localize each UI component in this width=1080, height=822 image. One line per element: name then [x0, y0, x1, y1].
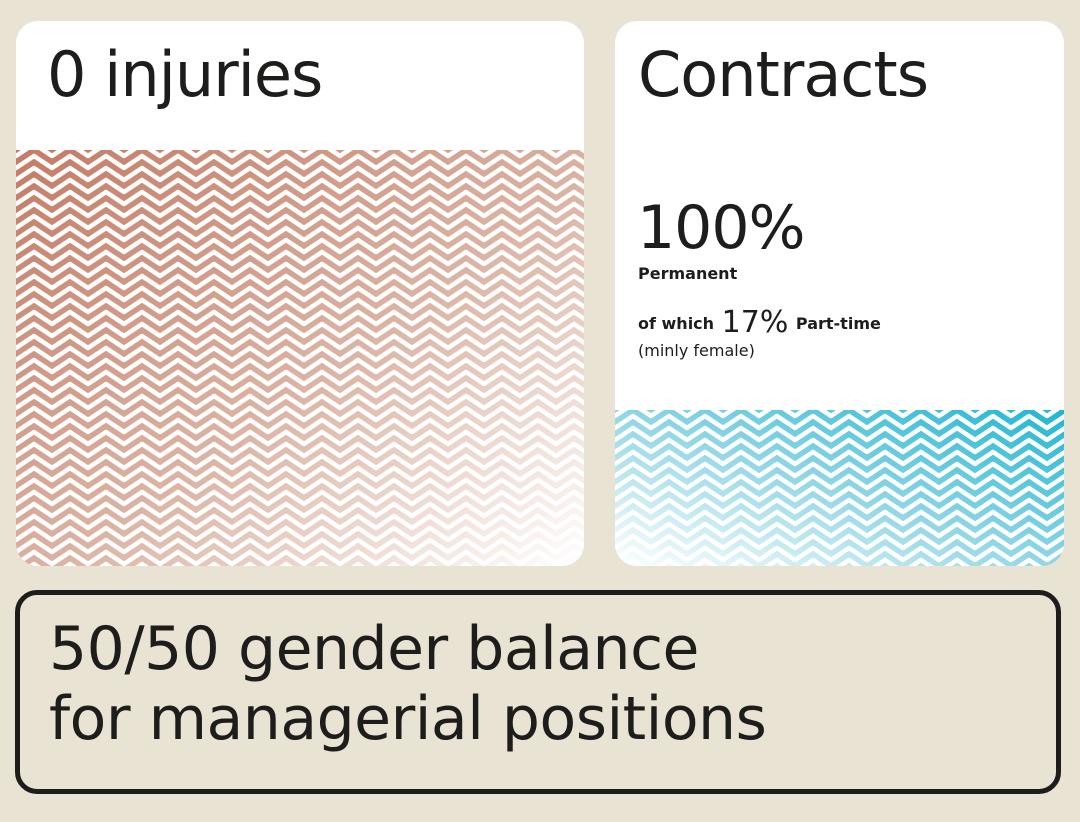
- parttime-note: (minly female): [638, 341, 755, 360]
- injuries-card: 0 injuries: [16, 21, 584, 566]
- contracts-title: Contracts: [638, 38, 929, 111]
- injuries-title: 0 injuries: [47, 38, 323, 111]
- contracts-pattern: [615, 410, 1064, 566]
- gender-balance-text: 50/50 gender balance for managerial posi…: [49, 614, 767, 754]
- gender-balance-line2: for managerial positions: [49, 684, 767, 754]
- parttime-value: 17%: [721, 305, 789, 340]
- gender-balance-line1: 50/50 gender balance: [49, 614, 699, 684]
- contracts-herringbone-pattern: [615, 410, 1064, 566]
- contracts-card: Contracts 100% Permanent of which 17% Pa…: [615, 21, 1064, 566]
- parttime-suffix: Part-time: [795, 314, 881, 333]
- parttime-prefix: of which: [638, 314, 715, 333]
- permanent-value: 100%: [637, 193, 806, 263]
- permanent-label: Permanent: [638, 264, 738, 283]
- parttime-line: of which 17% Part-time: [638, 305, 881, 341]
- gender-balance-box: 50/50 gender balance for managerial posi…: [15, 590, 1061, 794]
- injuries-herringbone-pattern: [16, 150, 584, 566]
- injuries-pattern: [16, 150, 584, 566]
